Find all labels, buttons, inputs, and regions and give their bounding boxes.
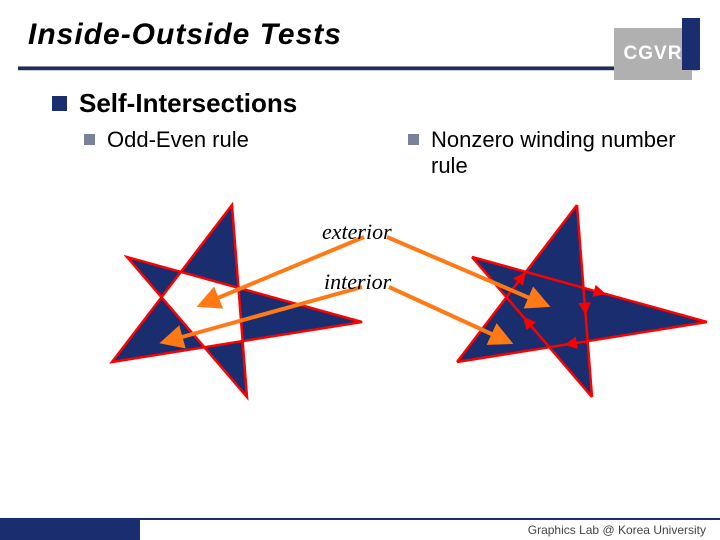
section-heading: Self-Intersections: [79, 88, 297, 119]
bullet-l2-icon: [408, 134, 419, 145]
right-rule-label: Nonzero winding number rule: [431, 127, 692, 179]
exterior-label: exterior: [322, 219, 392, 245]
footer: Graphics Lab @ Korea University: [0, 518, 720, 540]
footer-accent-bar: [0, 518, 140, 540]
footer-text: Graphics Lab @ Korea University: [140, 518, 720, 540]
cgvr-badge: CGVR: [614, 28, 692, 80]
diagram: exterior interior: [82, 197, 720, 427]
left-rule-label: Odd-Even rule: [107, 127, 249, 153]
bullet-l2-icon: [84, 134, 95, 145]
interior-label: interior: [324, 269, 391, 295]
diagram-svg: [82, 197, 720, 427]
bullet-l1-icon: [52, 96, 67, 111]
